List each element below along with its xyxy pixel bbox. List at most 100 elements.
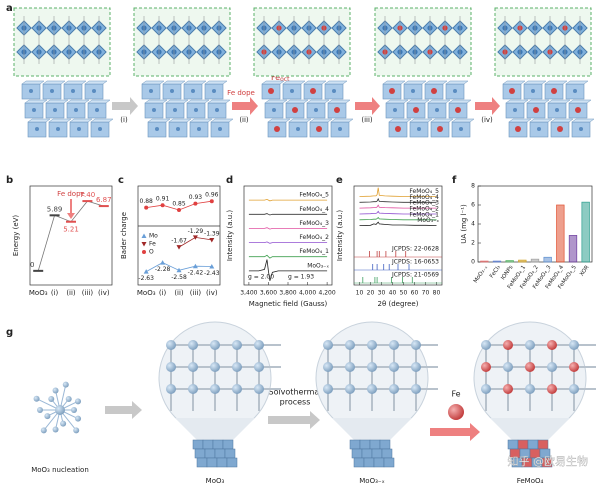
atom (173, 108, 177, 112)
series-label: FeMoO₄_1 (299, 248, 329, 255)
crystal-cube (214, 448, 226, 459)
arrow (430, 423, 480, 441)
x-axis-label: 2θ (degree) (378, 300, 419, 308)
cube-top (571, 118, 595, 123)
series-line (248, 213, 328, 216)
atom (481, 340, 491, 350)
atom (37, 407, 43, 413)
atom (323, 384, 333, 394)
atom (212, 89, 216, 93)
atom (65, 396, 72, 403)
crystal-cube (202, 439, 214, 450)
cube-top (568, 99, 592, 104)
cube-top (264, 99, 288, 104)
x-tick-label: 4,000 (299, 290, 316, 297)
atom (455, 107, 461, 113)
atom (188, 340, 198, 350)
cube-top (406, 99, 430, 104)
series-line (248, 259, 328, 281)
y-axis-label: Bader charge (120, 212, 128, 259)
marker (193, 201, 198, 206)
atom (71, 89, 75, 93)
atom (367, 384, 377, 394)
cube-top (382, 80, 406, 85)
x-tick-label: (ii) (66, 289, 76, 297)
series-line (359, 204, 437, 209)
atom (525, 384, 535, 394)
series-label: MoO₃₋ₓ (417, 217, 439, 224)
y-tick-label: 0 (471, 259, 475, 266)
arrow (105, 401, 142, 419)
value-label: -2.28 (155, 266, 171, 273)
step-label: (ii) (239, 116, 249, 124)
atom (166, 340, 176, 350)
atom (459, 127, 463, 131)
x-tick-label: 80 (433, 290, 441, 297)
x-tick-label: 4,200 (319, 290, 336, 297)
atom (411, 384, 421, 394)
atom (579, 127, 583, 131)
atom (547, 340, 557, 350)
atom (272, 108, 276, 112)
step-label: (iii) (361, 116, 373, 124)
cube-top (424, 80, 448, 85)
cube-top (69, 118, 93, 123)
cube-top (303, 80, 327, 85)
atom (395, 126, 401, 132)
series-label: FeMoO₄_3 (409, 200, 439, 207)
x-tick-label: 70 (422, 290, 430, 297)
atom (210, 384, 220, 394)
step-label: (iv) (481, 116, 493, 124)
reference-label: JCPDS: 22-0628 (391, 246, 439, 253)
atom (149, 89, 153, 93)
marker (192, 235, 198, 240)
cube-top (309, 118, 333, 123)
marker (160, 260, 166, 265)
cube-top (63, 80, 87, 85)
inset-frame (133, 7, 231, 77)
legend-marker (142, 250, 146, 254)
crystal-cube (517, 439, 529, 450)
value-label: -2.63 (138, 275, 154, 282)
series-label: FeMoO₄_5 (409, 188, 439, 195)
panel-label: c (118, 175, 124, 186)
arrow (232, 97, 258, 115)
panel-label: f (452, 175, 457, 186)
cube-top (204, 80, 228, 85)
magnifier-cone (175, 418, 255, 440)
atom (345, 340, 355, 350)
reference-label: JCPDS: 16-0653 (391, 259, 439, 266)
atom (334, 107, 340, 113)
crystal-cube (216, 457, 228, 468)
x-tick-label: (iv) (98, 289, 110, 297)
cube-top (285, 99, 309, 104)
cube-top (324, 80, 348, 85)
atom (77, 127, 81, 131)
atom (29, 89, 33, 93)
magnifier-cone (490, 418, 570, 440)
value-label: 0.88 (140, 198, 154, 205)
value-label: -2.42 (188, 270, 204, 277)
atom (48, 396, 55, 403)
arrow (112, 97, 138, 115)
x-tick-label: 40 (389, 290, 397, 297)
x-tick-label: MoO₃ (29, 289, 48, 297)
atom (52, 387, 59, 394)
series-label: FeMoO₄_5 (299, 192, 329, 199)
atom (411, 89, 415, 93)
cube-top (45, 99, 69, 104)
atom (557, 126, 563, 132)
atom (254, 340, 264, 350)
series-line (359, 221, 437, 226)
stage-label: MoO₃ nucleation (31, 466, 89, 474)
y-axis-label: UA (mg l⁻¹) (460, 204, 468, 244)
x-tick-label: (iii) (82, 289, 94, 297)
atom (389, 340, 399, 350)
atom (547, 362, 557, 372)
x-tick-label: 3,600 (260, 290, 277, 297)
atom (55, 405, 65, 415)
atom (389, 384, 399, 394)
marker (192, 263, 198, 269)
atom (95, 108, 99, 112)
